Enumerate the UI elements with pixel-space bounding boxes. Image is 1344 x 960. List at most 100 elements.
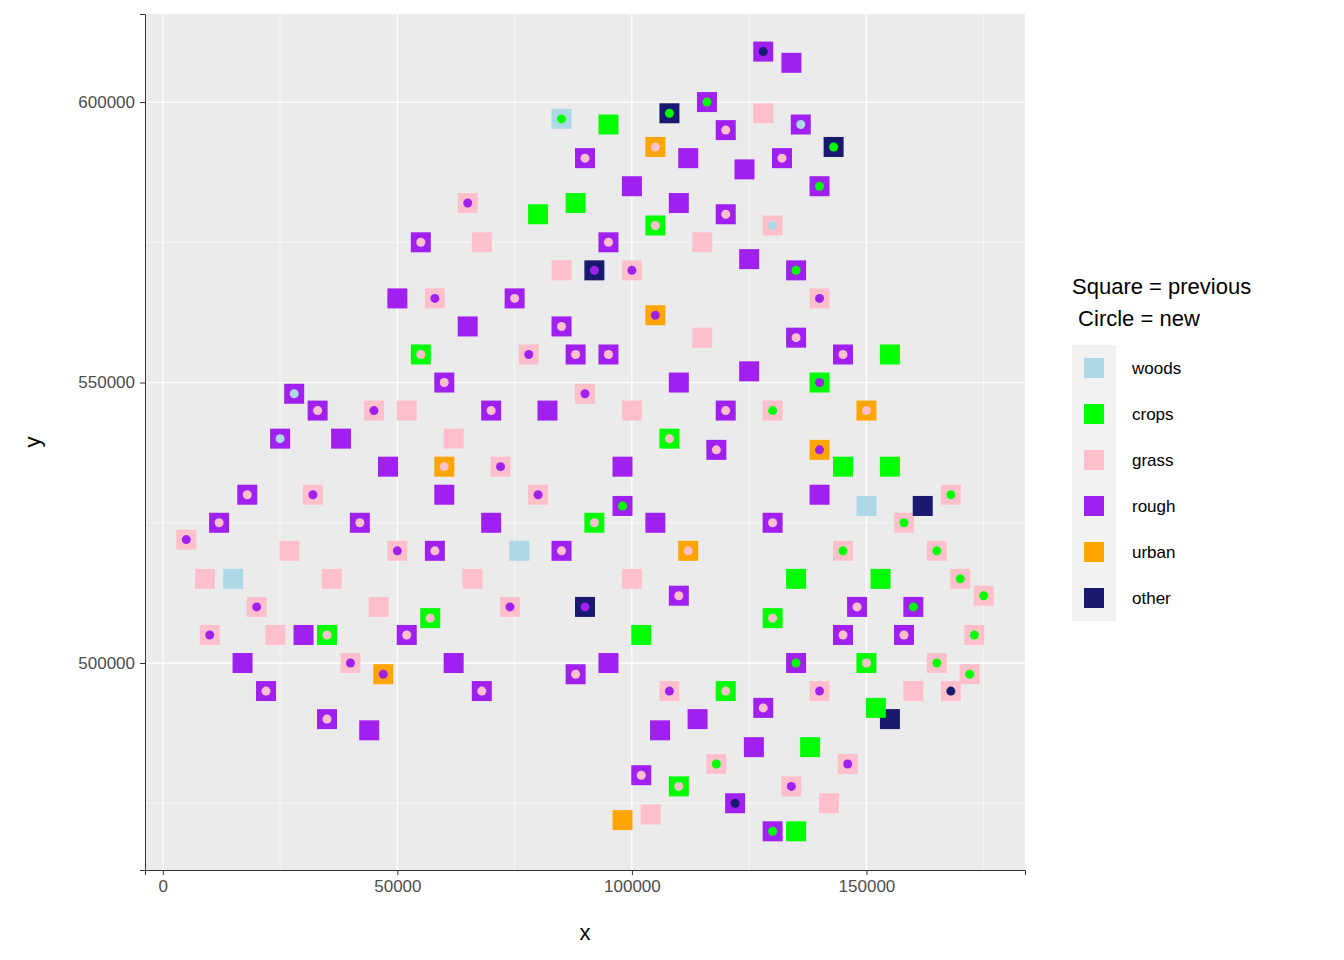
- previous-square: [739, 249, 759, 269]
- new-circle: [651, 221, 660, 230]
- new-circle: [243, 490, 252, 499]
- previous-square: [411, 232, 431, 252]
- legend-label: grass: [1132, 451, 1174, 470]
- previous-square: [552, 260, 572, 280]
- new-circle: [365, 726, 374, 735]
- new-circle: [946, 490, 955, 499]
- previous-square: [786, 328, 806, 348]
- new-circle: [665, 687, 674, 696]
- y-grid-line: [145, 101, 1025, 102]
- previous-square: [903, 597, 923, 617]
- previous-square: [688, 709, 708, 729]
- new-circle: [838, 630, 847, 639]
- previous-square: [641, 804, 661, 824]
- new-circle: [557, 546, 566, 555]
- new-circle: [665, 434, 674, 443]
- new-circle: [768, 518, 777, 527]
- new-circle: [487, 518, 496, 527]
- new-circle: [759, 703, 768, 712]
- new-circle: [590, 518, 599, 527]
- new-circle: [656, 726, 665, 735]
- marks: [176, 42, 993, 842]
- previous-square: [744, 737, 764, 757]
- new-circle: [909, 687, 918, 696]
- grid: [145, 14, 1025, 870]
- previous-square: [753, 698, 773, 718]
- y-axis-title: y: [20, 437, 45, 448]
- new-circle: [702, 98, 711, 107]
- new-circle: [918, 501, 927, 510]
- new-circle: [759, 47, 768, 56]
- new-circle: [871, 703, 880, 712]
- previous-square: [584, 260, 604, 280]
- previous-square: [880, 457, 900, 477]
- new-circle: [885, 715, 894, 724]
- previous-square: [613, 496, 633, 516]
- new-circle: [862, 659, 871, 668]
- previous-square: [927, 653, 947, 673]
- previous-square: [552, 109, 572, 129]
- previous-square: [369, 597, 389, 617]
- new-circle: [768, 827, 777, 836]
- minor-grid-line: [145, 803, 1025, 804]
- new-circle: [792, 659, 801, 668]
- new-circle: [740, 165, 749, 174]
- previous-square: [645, 137, 665, 157]
- new-circle: [792, 574, 801, 583]
- tick-label: 500000: [78, 654, 135, 673]
- new-circle: [759, 109, 768, 118]
- x-grid-line: [866, 14, 867, 870]
- new-circle: [721, 126, 730, 135]
- x-grid-line: [631, 14, 632, 870]
- new-circle: [430, 546, 439, 555]
- new-circle: [946, 687, 955, 696]
- new-circle: [449, 659, 458, 668]
- new-circle: [346, 659, 355, 668]
- previous-square: [669, 193, 689, 213]
- new-circle: [581, 389, 590, 398]
- previous-square: [434, 485, 454, 505]
- previous-square: [444, 653, 464, 673]
- axis-line: [140, 15, 146, 871]
- new-circle: [524, 350, 533, 359]
- previous-square: [566, 664, 586, 684]
- new-circle: [815, 687, 824, 696]
- previous-square: [575, 148, 595, 168]
- previous-square: [631, 625, 651, 645]
- previous-square: [856, 401, 876, 421]
- new-circle: [393, 546, 402, 555]
- previous-square: [800, 737, 820, 757]
- new-circle: [698, 333, 707, 342]
- new-circle: [416, 238, 425, 247]
- previous-square: [387, 541, 407, 561]
- y-grid-line: [145, 662, 1025, 663]
- tick-mark: [140, 663, 145, 664]
- new-circle: [505, 602, 514, 611]
- previous-square: [575, 384, 595, 404]
- previous-square: [509, 541, 529, 561]
- previous-square: [462, 569, 482, 589]
- previous-square: [622, 260, 642, 280]
- new-circle: [557, 114, 566, 123]
- legend-key-background: [1072, 575, 1116, 621]
- new-circle: [468, 574, 477, 583]
- legend-key: [1084, 404, 1104, 424]
- new-circle: [285, 546, 294, 555]
- tick-label: 150000: [839, 877, 896, 896]
- previous-square: [847, 597, 867, 617]
- new-circle: [627, 182, 636, 191]
- previous-square: [500, 597, 520, 617]
- new-circle: [581, 154, 590, 163]
- new-circle: [698, 238, 707, 247]
- previous-square: [810, 373, 830, 393]
- previous-square: [256, 681, 276, 701]
- previous-square: [941, 681, 961, 701]
- new-circle: [440, 378, 449, 387]
- new-circle: [815, 378, 824, 387]
- new-circle: [843, 759, 852, 768]
- previous-square: [209, 513, 229, 533]
- new-circle: [581, 602, 590, 611]
- previous-square: [373, 664, 393, 684]
- previous-square: [598, 653, 618, 673]
- new-circle: [646, 810, 655, 819]
